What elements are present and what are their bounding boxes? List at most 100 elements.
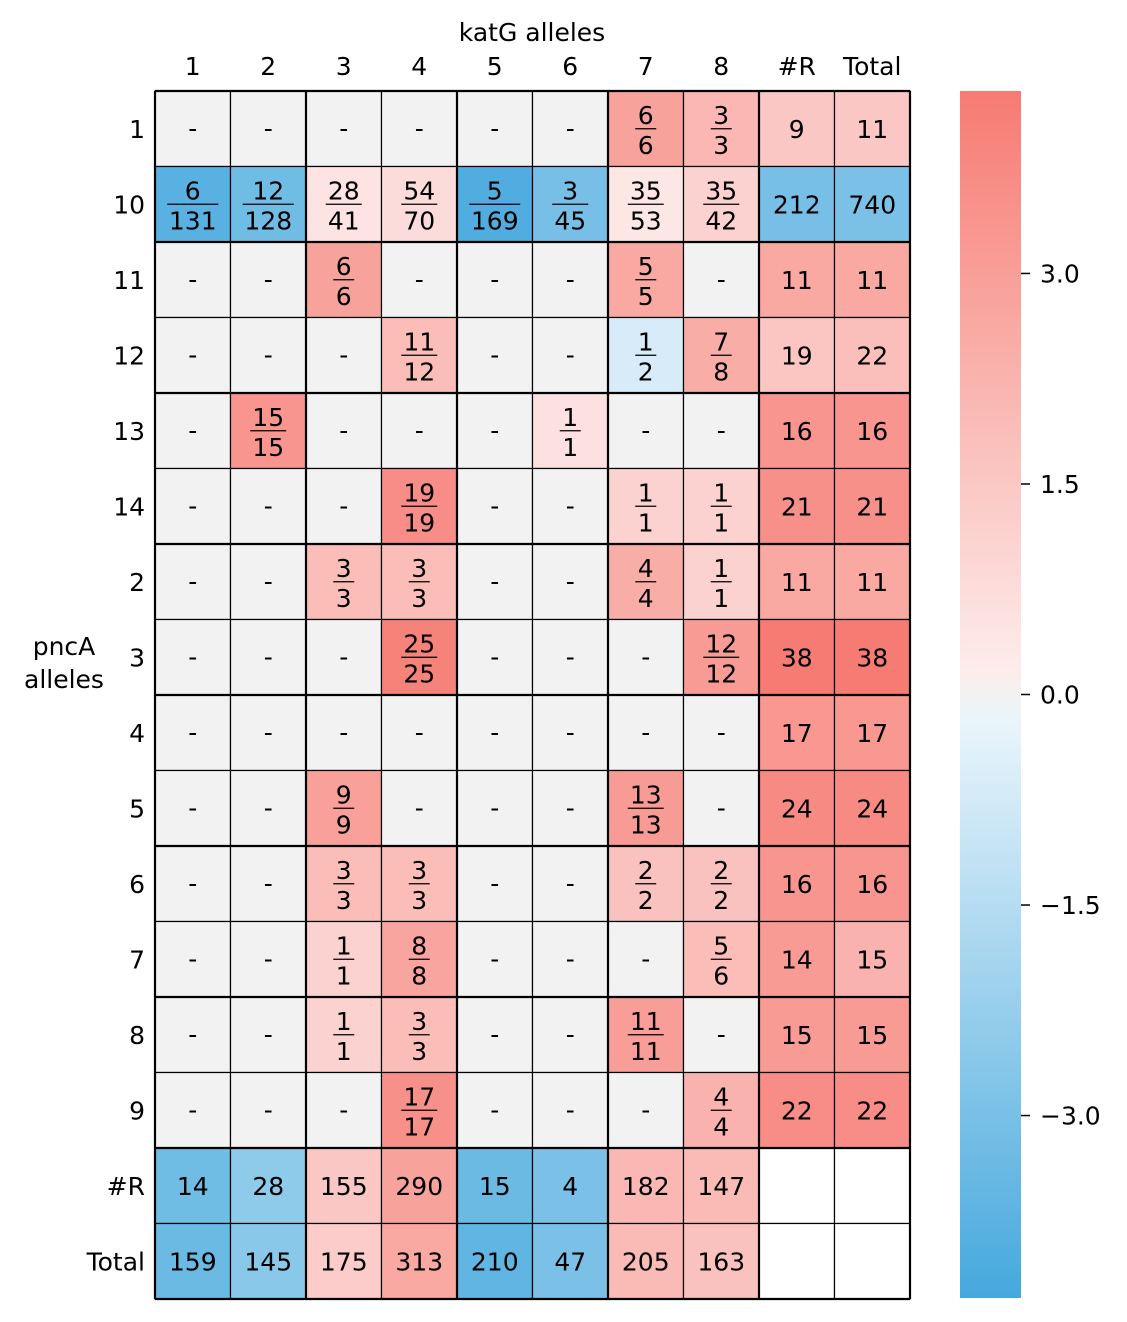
cell-label-empty: - bbox=[415, 416, 424, 445]
y-tick-label: 14 bbox=[113, 492, 145, 521]
cell-numerator: 3 bbox=[336, 554, 352, 583]
cell-value: 163 bbox=[697, 1247, 745, 1276]
x-tick-label: 7 bbox=[638, 52, 654, 81]
cell-denominator: 12 bbox=[403, 357, 435, 386]
cell-rect bbox=[380, 241, 458, 319]
cell-denominator: 17 bbox=[403, 1112, 435, 1141]
cell-numerator: 7 bbox=[713, 327, 729, 356]
cell-label-empty: - bbox=[264, 1095, 273, 1124]
cell-value: 212 bbox=[773, 190, 821, 219]
cell-label-empty: - bbox=[641, 944, 650, 973]
cell-denominator: 8 bbox=[411, 961, 427, 990]
cell-rect bbox=[456, 392, 534, 470]
y-tick-label: 12 bbox=[113, 341, 145, 370]
cell-numerator: 11 bbox=[630, 1007, 662, 1036]
cell-rect bbox=[154, 90, 232, 168]
cell-label-empty: - bbox=[490, 642, 499, 671]
cell-label-empty: - bbox=[490, 491, 499, 520]
y-tick-label: 9 bbox=[129, 1096, 145, 1125]
cell-numerator: 3 bbox=[411, 1007, 427, 1036]
cell-numerator: 3 bbox=[562, 176, 578, 205]
cell-denominator: 1 bbox=[336, 1037, 352, 1066]
cell-numerator: 1 bbox=[713, 478, 729, 507]
cell-value: 47 bbox=[554, 1247, 586, 1276]
cell-value: 205 bbox=[622, 1247, 670, 1276]
cell-label-empty: - bbox=[641, 642, 650, 671]
cell-label-empty: - bbox=[339, 1095, 348, 1124]
cell-denominator: 45 bbox=[554, 206, 586, 235]
cell-label-empty: - bbox=[264, 340, 273, 369]
cell-value: 11 bbox=[781, 266, 813, 295]
cell-label-empty: - bbox=[641, 1095, 650, 1124]
cell-label-empty: - bbox=[339, 491, 348, 520]
cell-value: 11 bbox=[781, 568, 813, 597]
cell-rect bbox=[154, 467, 232, 545]
cell-value: 290 bbox=[395, 1172, 443, 1201]
cell-label-empty: - bbox=[415, 265, 424, 294]
y-tick-labels: 1 10 11 12 13 14 2 3 4 5 6 7 8 9 #R Total bbox=[86, 115, 145, 1277]
cell-label-empty: - bbox=[264, 114, 273, 143]
cell-label-empty: - bbox=[490, 1020, 499, 1049]
cell-numerator: 15 bbox=[252, 403, 284, 432]
cell-rect bbox=[154, 392, 232, 470]
cell-label-empty: - bbox=[188, 491, 197, 520]
cell-value: 16 bbox=[856, 417, 888, 446]
cell-rect bbox=[456, 694, 534, 772]
cell-label-empty: - bbox=[188, 869, 197, 898]
cell-rect bbox=[682, 996, 760, 1074]
cell-rect bbox=[305, 392, 383, 470]
cell-value: 24 bbox=[781, 794, 813, 823]
cell-numerator: 2 bbox=[713, 856, 729, 885]
cell-numerator: 1 bbox=[713, 554, 729, 583]
cell-denominator: 1 bbox=[713, 584, 729, 613]
cell-label-empty: - bbox=[264, 265, 273, 294]
cell-value: 22 bbox=[856, 1096, 888, 1125]
x-axis-title: katG alleles bbox=[459, 18, 605, 47]
cell-denominator: 9 bbox=[336, 810, 352, 839]
cell-label-empty: - bbox=[566, 567, 575, 596]
cell-denominator: 5 bbox=[638, 282, 654, 311]
cell-rect bbox=[229, 618, 307, 696]
cell-label-empty: - bbox=[490, 567, 499, 596]
y-tick-label: 2 bbox=[129, 568, 145, 597]
cell-numerator: 6 bbox=[638, 101, 654, 130]
y-axis-title-line-1: pncA bbox=[33, 632, 96, 661]
cell-numerator: 17 bbox=[403, 1082, 435, 1111]
cell-label-empty: - bbox=[566, 718, 575, 747]
cell-denominator: 1 bbox=[638, 508, 654, 537]
cell-rect bbox=[305, 316, 383, 394]
cell-rect bbox=[607, 1071, 685, 1149]
cell-rect bbox=[833, 1147, 911, 1225]
cell-label-empty: - bbox=[264, 869, 273, 898]
cell-rect bbox=[380, 467, 458, 545]
cell-label-empty: - bbox=[339, 114, 348, 143]
cell-value: 210 bbox=[471, 1247, 519, 1276]
cell-numerator: 6 bbox=[185, 176, 201, 205]
cell-label-empty: - bbox=[415, 793, 424, 822]
cell-denominator: 6 bbox=[336, 282, 352, 311]
y-tick-label: #R bbox=[107, 1172, 145, 1201]
colorbar: −3.0 −1.5 0.0 1.5 3.0 bbox=[960, 91, 1101, 1298]
cell-rect bbox=[456, 1147, 534, 1225]
cell-numerator: 12 bbox=[705, 629, 737, 658]
cell-rect bbox=[229, 694, 307, 772]
cell-rect bbox=[833, 1071, 911, 1149]
cell-label-empty: - bbox=[490, 944, 499, 973]
cell-label-empty: - bbox=[641, 416, 650, 445]
cell-denominator: 2 bbox=[713, 886, 729, 915]
cell-rect bbox=[833, 165, 911, 243]
cell-value: 9 bbox=[789, 115, 805, 144]
cell-rect bbox=[758, 694, 836, 772]
x-tick-label: 3 bbox=[336, 52, 352, 81]
y-tick-label: 8 bbox=[129, 1021, 145, 1050]
cell-numerator: 4 bbox=[638, 554, 654, 583]
cell-value: 22 bbox=[781, 1096, 813, 1125]
cell-denominator: 3 bbox=[411, 584, 427, 613]
cell-label-empty: - bbox=[566, 491, 575, 520]
cell-numerator: 1 bbox=[336, 1007, 352, 1036]
cell-rect bbox=[833, 392, 911, 470]
cell-value: 15 bbox=[479, 1172, 511, 1201]
cell-value: 15 bbox=[781, 1021, 813, 1050]
cell-label-empty: - bbox=[490, 718, 499, 747]
y-tick-label: 6 bbox=[129, 870, 145, 899]
